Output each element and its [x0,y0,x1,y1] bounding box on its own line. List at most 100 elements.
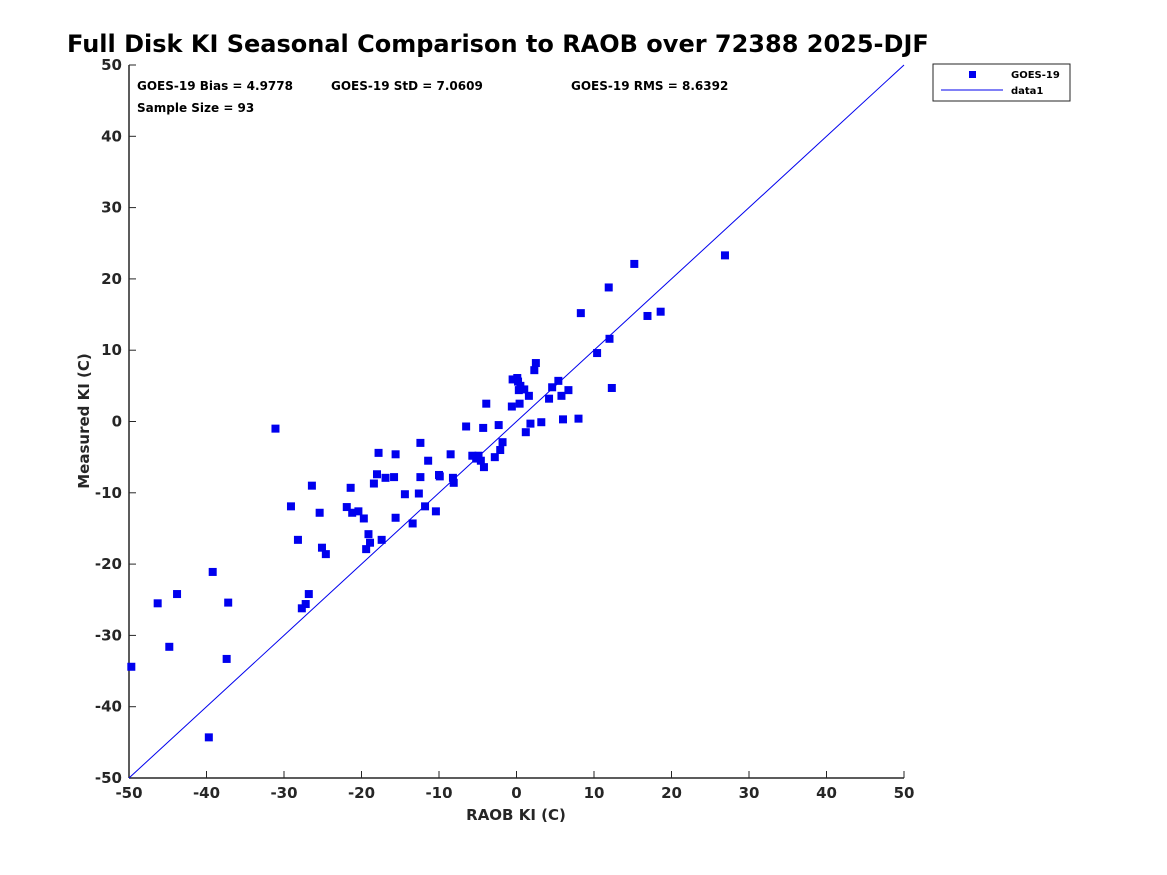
x-tick-label: -40 [193,784,220,802]
data-point [531,359,540,368]
y-tick-label: -10 [95,484,122,502]
data-point [304,590,313,599]
data-point [607,383,616,392]
x-tick-label: 10 [584,784,605,802]
data-point [490,453,499,462]
data-point [359,514,368,523]
data-point [605,334,614,343]
data-point [315,508,324,517]
series-goes19-layer [127,251,729,742]
data-point [400,490,409,499]
y-tick-label: -20 [95,555,122,573]
data-point [643,311,652,320]
data-point [496,446,505,455]
data-point [557,391,566,400]
x-tick-label: 20 [661,784,682,802]
data-point [498,438,507,447]
x-tick-label: 50 [894,784,915,802]
data-point [366,538,375,547]
data-point [208,567,217,576]
data-point [462,422,471,431]
data-point [482,399,491,408]
data-point [494,421,503,430]
data-point [173,590,182,599]
data-point [301,600,310,609]
chart-title: Full Disk KI Seasonal Comparison to RAOB… [67,30,929,58]
y-axis-label: Measured KI (C) [75,353,93,489]
bias-stat: GOES-19 Bias = 4.9778 [137,79,293,93]
data-point [448,473,457,482]
data-point [446,450,455,459]
data-point [408,519,417,528]
data-point [508,375,517,384]
data-point [416,438,425,447]
data-point [524,391,533,400]
data-point [362,545,371,554]
x-tick-label: -20 [348,784,375,802]
data-point [307,481,316,490]
x-axis-label: RAOB KI (C) [466,806,566,824]
data-point [373,470,381,479]
data-point [604,283,613,292]
data-point [514,386,523,395]
data-point [515,399,524,408]
data-point [377,535,386,544]
data-point [321,550,330,559]
data-point [390,473,399,482]
data-point [204,733,213,742]
series-data1-layer [128,64,905,779]
data-point [435,472,444,481]
data-point [381,473,390,482]
data-point [545,394,554,403]
data-point [342,503,351,512]
data-point [391,450,400,459]
y-axis-ticks: -50 -40 -30 -20 -10 0 10 20 30 40 50 [95,56,136,787]
data-point [364,530,373,539]
data-point [354,507,363,516]
data-point [720,251,729,260]
data-point [479,463,488,472]
data-point [286,502,295,511]
legend-box [932,63,1071,102]
data-point [271,424,280,433]
data-point [416,473,425,482]
sample-size-stat: Sample Size = 93 [137,101,254,115]
data-point [520,385,529,394]
x-tick-label: -10 [425,784,452,802]
data-point [222,654,231,663]
legend-label-goes19: GOES-19 [1011,70,1060,81]
y-tick-label: -50 [95,769,122,787]
x-tick-label: -30 [270,784,297,802]
y-tick-label: 20 [101,270,122,288]
data-point [593,349,602,358]
rms-stat: GOES-19 RMS = 8.6392 [571,79,728,93]
data-point [369,479,378,488]
data-point [630,259,639,268]
data-point [526,419,535,428]
data-point [424,456,433,465]
data-point [656,307,665,316]
data-point [521,428,530,437]
series-line-data1 [128,64,905,779]
data-point [559,415,567,424]
y-tick-label: -40 [95,698,122,716]
y-tick-label: -30 [95,626,122,644]
data-point [293,535,302,544]
data-point [348,508,357,517]
y-tick-label: 0 [112,413,122,431]
x-axis-ticks: -50 -40 -30 -20 -10 0 10 20 30 40 50 [115,771,914,802]
data-point [374,448,383,457]
data-point [574,414,583,423]
data-point [153,599,162,608]
data-point [564,386,573,395]
y-tick-label: 10 [101,341,122,359]
y-tick-label: 40 [101,127,122,145]
data-point [576,309,585,318]
legend: GOES-19 data1 [932,63,1071,102]
data-point [530,366,539,375]
data-point [127,662,136,671]
x-tick-label: 30 [739,784,760,802]
legend-label-data1: data1 [1011,86,1043,97]
std-stat: GOES-19 StD = 7.0609 [331,79,483,93]
